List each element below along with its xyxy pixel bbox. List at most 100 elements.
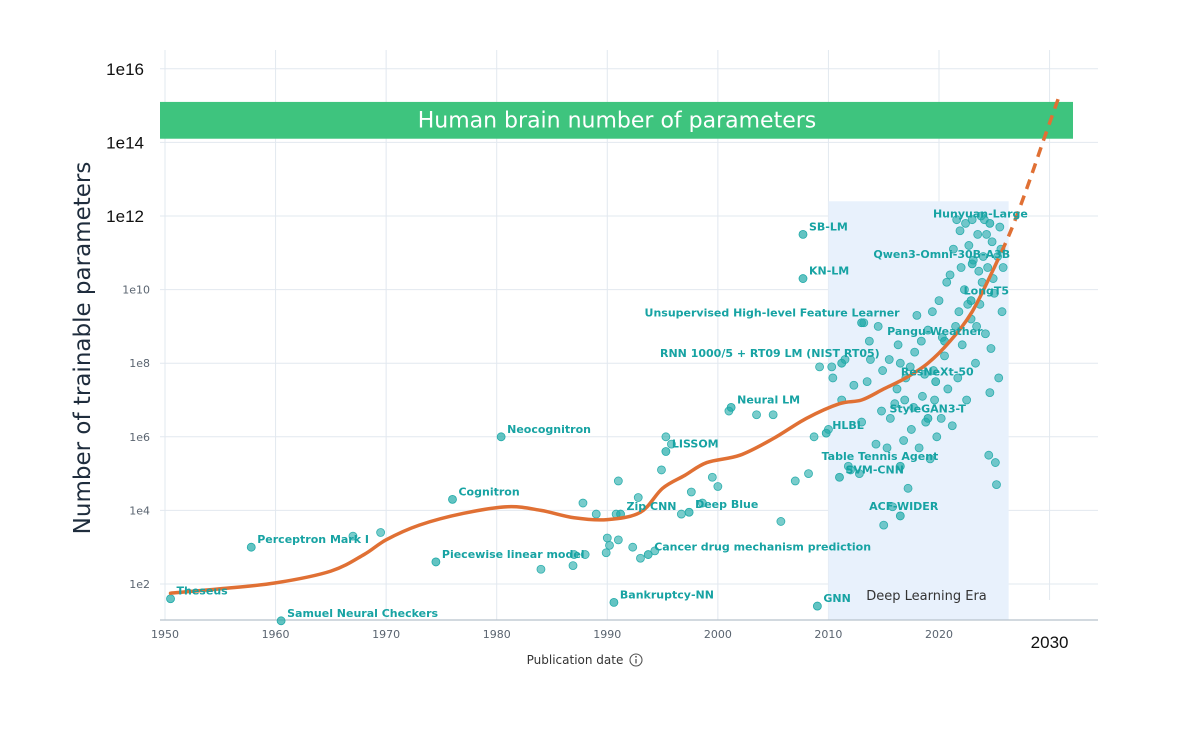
data-point-labeled[interactable] bbox=[496, 432, 506, 442]
data-point[interactable] bbox=[568, 561, 578, 570]
data-point[interactable] bbox=[952, 215, 962, 225]
data-point[interactable] bbox=[989, 288, 999, 298]
data-point[interactable] bbox=[957, 340, 967, 350]
data-point[interactable] bbox=[686, 487, 696, 497]
data-point[interactable] bbox=[971, 358, 980, 368]
data-point[interactable] bbox=[885, 413, 895, 423]
data-point-labeled[interactable] bbox=[166, 594, 175, 604]
data-point[interactable] bbox=[974, 266, 984, 276]
data-point[interactable] bbox=[910, 347, 920, 357]
data-point[interactable] bbox=[815, 362, 824, 372]
data-point[interactable] bbox=[985, 388, 995, 398]
data-point-labeled[interactable] bbox=[837, 358, 847, 368]
data-point-labeled[interactable] bbox=[857, 318, 866, 328]
data-point[interactable] bbox=[997, 307, 1007, 317]
data-point[interactable] bbox=[964, 241, 974, 250]
data-point[interactable] bbox=[601, 548, 611, 558]
data-point[interactable] bbox=[925, 454, 935, 464]
data-point[interactable] bbox=[987, 237, 997, 247]
data-point[interactable] bbox=[951, 321, 960, 331]
data-point[interactable] bbox=[882, 443, 892, 453]
data-point[interactable] bbox=[657, 465, 666, 475]
data-point[interactable] bbox=[866, 355, 875, 364]
data-point[interactable] bbox=[932, 432, 942, 442]
data-point[interactable] bbox=[888, 502, 897, 512]
data-point-labeled[interactable] bbox=[923, 413, 933, 423]
data-point[interactable] bbox=[862, 377, 872, 387]
data-point[interactable] bbox=[956, 263, 966, 272]
data-point[interactable] bbox=[676, 509, 686, 519]
data-point[interactable] bbox=[953, 373, 963, 383]
data-point-labeled[interactable] bbox=[798, 229, 808, 239]
data-point[interactable] bbox=[940, 351, 949, 361]
data-point[interactable] bbox=[893, 340, 903, 350]
data-point[interactable] bbox=[955, 226, 965, 236]
data-point-labeled[interactable] bbox=[895, 461, 905, 471]
data-point[interactable] bbox=[967, 215, 977, 225]
data-point[interactable] bbox=[962, 395, 972, 405]
data-point[interactable] bbox=[947, 421, 957, 431]
data-point[interactable] bbox=[879, 520, 889, 530]
data-point-labeled[interactable] bbox=[821, 428, 831, 438]
data-point-labeled[interactable] bbox=[812, 601, 822, 611]
data-point-labeled[interactable] bbox=[661, 447, 671, 456]
data-point[interactable] bbox=[912, 310, 922, 320]
data-point[interactable] bbox=[973, 229, 983, 239]
data-point[interactable] bbox=[899, 436, 909, 445]
data-point-labeled[interactable] bbox=[431, 557, 441, 567]
data-point-labeled[interactable] bbox=[895, 511, 905, 521]
data-point-labeled[interactable] bbox=[835, 472, 844, 482]
data-point[interactable] bbox=[936, 413, 946, 423]
data-point[interactable] bbox=[846, 465, 855, 475]
data-point[interactable] bbox=[923, 325, 933, 335]
data-point[interactable] bbox=[636, 553, 645, 563]
data-point[interactable] bbox=[613, 535, 623, 545]
data-point[interactable] bbox=[895, 358, 905, 368]
data-point[interactable] bbox=[918, 391, 927, 401]
data-point[interactable] bbox=[628, 542, 638, 552]
data-point[interactable] bbox=[906, 425, 916, 434]
data-point[interactable] bbox=[871, 439, 881, 449]
data-point[interactable] bbox=[982, 229, 991, 239]
data-point[interactable] bbox=[948, 244, 958, 254]
data-point[interactable] bbox=[633, 493, 643, 502]
data-point[interactable] bbox=[992, 480, 1001, 490]
data-point-labeled[interactable] bbox=[967, 259, 977, 269]
data-point[interactable] bbox=[884, 355, 894, 364]
data-point-labeled[interactable] bbox=[643, 550, 653, 559]
data-point[interactable] bbox=[909, 402, 918, 412]
data-point[interactable] bbox=[667, 439, 676, 449]
data-point[interactable] bbox=[873, 321, 883, 331]
data-point[interactable] bbox=[929, 366, 938, 375]
data-point[interactable] bbox=[927, 307, 937, 317]
data-point-labeled[interactable] bbox=[726, 402, 736, 412]
data-point[interactable] bbox=[903, 483, 913, 493]
data-point[interactable] bbox=[976, 211, 986, 221]
data-point[interactable] bbox=[569, 550, 579, 559]
data-point[interactable] bbox=[961, 218, 970, 228]
data-point[interactable] bbox=[661, 432, 671, 442]
data-point[interactable] bbox=[930, 395, 939, 405]
info-icon[interactable] bbox=[629, 653, 643, 667]
data-point[interactable] bbox=[983, 263, 993, 272]
data-point[interactable] bbox=[602, 533, 612, 543]
data-point[interactable] bbox=[804, 469, 813, 479]
data-point-labeled[interactable] bbox=[798, 274, 808, 283]
data-point[interactable] bbox=[790, 476, 800, 486]
data-point[interactable] bbox=[916, 336, 926, 346]
data-point[interactable] bbox=[580, 550, 590, 559]
data-point[interactable] bbox=[981, 329, 990, 339]
data-point[interactable] bbox=[914, 443, 924, 453]
data-point[interactable] bbox=[945, 270, 955, 280]
data-point[interactable] bbox=[650, 546, 660, 556]
data-point[interactable] bbox=[890, 399, 900, 409]
data-point[interactable] bbox=[849, 380, 859, 390]
data-point-labeled[interactable] bbox=[985, 218, 995, 228]
data-point[interactable] bbox=[707, 472, 717, 482]
data-point[interactable] bbox=[920, 369, 930, 379]
data-point[interactable] bbox=[536, 564, 546, 574]
data-point[interactable] bbox=[827, 362, 837, 372]
data-point[interactable] bbox=[972, 321, 981, 331]
data-point[interactable] bbox=[934, 296, 944, 306]
data-point-labeled[interactable] bbox=[931, 377, 941, 387]
